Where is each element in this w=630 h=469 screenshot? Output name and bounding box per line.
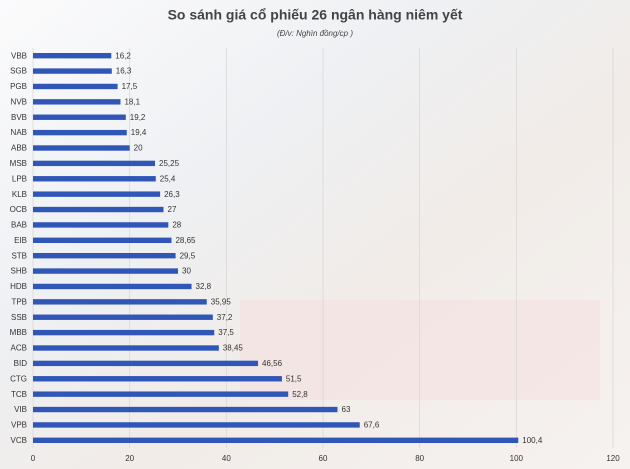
- y-tick-label: LPB: [12, 174, 27, 183]
- y-tick-label: KLB: [12, 190, 27, 199]
- value-label: 16,3: [116, 67, 132, 76]
- bar: [33, 191, 161, 197]
- value-label: 38,45: [223, 344, 244, 353]
- value-label: 37,2: [217, 313, 233, 322]
- y-tick-label: SHB: [11, 267, 27, 276]
- y-tick-label: VBB: [11, 51, 27, 60]
- bar: [33, 99, 121, 105]
- value-label: 25,4: [160, 174, 176, 183]
- bar: [33, 252, 176, 259]
- y-tick-label: ACB: [11, 344, 27, 353]
- value-label: 100,4: [522, 436, 543, 445]
- bar: [33, 268, 178, 274]
- y-tick-label: EIB: [14, 236, 27, 245]
- bar: [33, 176, 156, 182]
- y-tick-label: SSB: [11, 313, 27, 322]
- bar: [33, 237, 172, 244]
- value-label: 17,5: [122, 82, 138, 91]
- bar: [33, 314, 213, 320]
- value-label: 67,6: [364, 421, 380, 430]
- bar: [33, 345, 219, 351]
- value-label: 37,5: [218, 328, 234, 337]
- value-label: 28,65: [175, 236, 196, 245]
- value-label: 63: [342, 405, 351, 414]
- bar: [33, 160, 156, 167]
- y-tick-label: VPB: [11, 421, 27, 430]
- y-tick-label: SGB: [10, 67, 27, 76]
- y-tick-label: STB: [11, 251, 27, 260]
- y-tick-label: TPB: [11, 297, 27, 306]
- bar: [33, 114, 126, 120]
- y-tick-label: MBB: [10, 328, 27, 337]
- value-label: 35,95: [211, 297, 232, 306]
- value-label: 27: [168, 205, 177, 214]
- bar: [33, 68, 112, 74]
- chart-title: So sánh giá cổ phiếu 26 ngân hàng niêm y…: [168, 7, 463, 23]
- value-label: 52,8: [292, 390, 308, 399]
- value-label: 29,5: [180, 251, 196, 260]
- bar: [33, 52, 112, 59]
- bar: [33, 283, 192, 290]
- x-tick-label: 120: [606, 454, 620, 463]
- bar: [33, 299, 207, 305]
- bar: [33, 422, 360, 428]
- value-label: 25,25: [159, 159, 180, 168]
- bar: [33, 360, 259, 367]
- value-label: 19,4: [131, 128, 147, 137]
- x-tick-label: 80: [415, 454, 424, 463]
- bar: [33, 206, 164, 213]
- value-label: 18,1: [124, 97, 140, 106]
- value-label: 19,2: [130, 113, 146, 122]
- bar: [33, 83, 118, 90]
- y-tick-label: NVB: [11, 97, 27, 106]
- y-tick-label: BAB: [11, 221, 27, 230]
- value-label: 20: [134, 144, 143, 153]
- x-tick-label: 40: [222, 454, 231, 463]
- x-tick-label: 20: [125, 454, 134, 463]
- value-label: 26,3: [164, 190, 180, 199]
- bar: [33, 222, 169, 228]
- x-tick-label: 100: [510, 454, 524, 463]
- y-tick-label: HDB: [10, 282, 27, 291]
- chart-subtitle: (Đ/v: Nghìn đồng/cp ): [277, 29, 353, 38]
- bar: [33, 376, 282, 382]
- x-tick-label: 60: [319, 454, 328, 463]
- value-label: 16,2: [115, 51, 131, 60]
- y-tick-label: CTG: [10, 374, 27, 383]
- y-tick-label: OCB: [10, 205, 27, 214]
- x-tick-label: 0: [31, 454, 36, 463]
- y-tick-label: BID: [14, 359, 28, 368]
- value-label: 32,8: [196, 282, 212, 291]
- bar: [33, 145, 130, 151]
- value-label: 30: [182, 267, 191, 276]
- y-tick-label: VCB: [11, 436, 27, 445]
- bar: [33, 391, 289, 397]
- y-tick-label: PGB: [10, 82, 27, 91]
- value-label: 28: [172, 221, 181, 230]
- bar: [33, 329, 215, 336]
- value-label: 46,56: [262, 359, 283, 368]
- y-tick-label: ABB: [11, 144, 27, 153]
- y-tick-label: BVB: [11, 113, 27, 122]
- bar: [33, 437, 519, 444]
- y-tick-label: MSB: [10, 159, 27, 168]
- value-label: 51,5: [286, 374, 302, 383]
- y-tick-label: VIB: [14, 405, 27, 414]
- bar: [33, 406, 338, 413]
- bar: [33, 129, 127, 136]
- y-tick-label: TCB: [11, 390, 27, 399]
- y-tick-label: NAB: [11, 128, 27, 137]
